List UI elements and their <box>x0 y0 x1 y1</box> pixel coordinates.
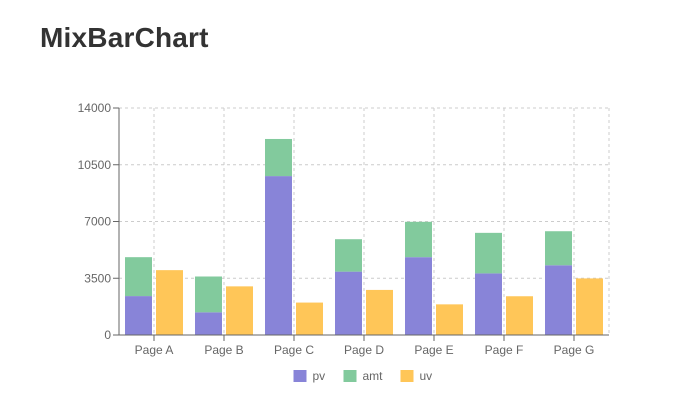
bar-uv-page-g[interactable] <box>576 278 603 335</box>
legend-swatch-uv <box>400 370 414 382</box>
x-tick-label: Page F <box>485 343 524 357</box>
bar-uv-page-a[interactable] <box>156 270 183 335</box>
y-tick-label: 0 <box>104 328 111 342</box>
legend-swatch-amt <box>343 370 357 382</box>
bar-pv-page-b[interactable] <box>195 312 222 335</box>
bar-amt-page-e[interactable] <box>405 221 432 258</box>
bar-amt-page-b[interactable] <box>195 276 222 313</box>
chart-title: MixBarChart <box>40 22 209 53</box>
bar-pv-page-c[interactable] <box>265 176 292 335</box>
legend-swatch-pv <box>293 370 307 382</box>
bar-amt-page-d[interactable] <box>335 239 362 272</box>
bar-amt-page-c[interactable] <box>265 138 292 177</box>
x-tick-label: Page B <box>204 343 243 357</box>
bar-pv-page-a[interactable] <box>125 296 152 335</box>
bar-uv-page-e[interactable] <box>436 304 463 335</box>
x-tick-label: Page D <box>344 343 384 357</box>
bar-uv-page-d[interactable] <box>366 289 393 335</box>
bar-pv-page-g[interactable] <box>545 265 572 335</box>
y-tick-label: 3500 <box>84 271 111 285</box>
x-tick-label: Page C <box>274 343 314 357</box>
legend-label-pv: pv <box>313 369 326 383</box>
x-tick-label: Page A <box>135 343 174 357</box>
bar-uv-page-c[interactable] <box>296 302 323 335</box>
bar-amt-page-a[interactable] <box>125 257 152 297</box>
y-tick-label: 14000 <box>78 101 112 115</box>
bar-pv-page-d[interactable] <box>335 271 362 335</box>
bar-amt-page-g[interactable] <box>545 231 572 266</box>
bar-pv-page-f[interactable] <box>475 273 502 335</box>
legend-label-amt: amt <box>363 369 384 383</box>
y-tick-label: 10500 <box>78 158 112 172</box>
x-tick-label: Page E <box>414 343 453 357</box>
legend-label-uv: uv <box>420 369 433 383</box>
bar-uv-page-b[interactable] <box>226 286 253 335</box>
x-tick-label: Page G <box>554 343 595 357</box>
bar-pv-page-e[interactable] <box>405 257 432 335</box>
y-tick-label: 7000 <box>84 215 111 229</box>
bar-uv-page-f[interactable] <box>506 296 533 335</box>
bar-amt-page-f[interactable] <box>475 232 502 274</box>
